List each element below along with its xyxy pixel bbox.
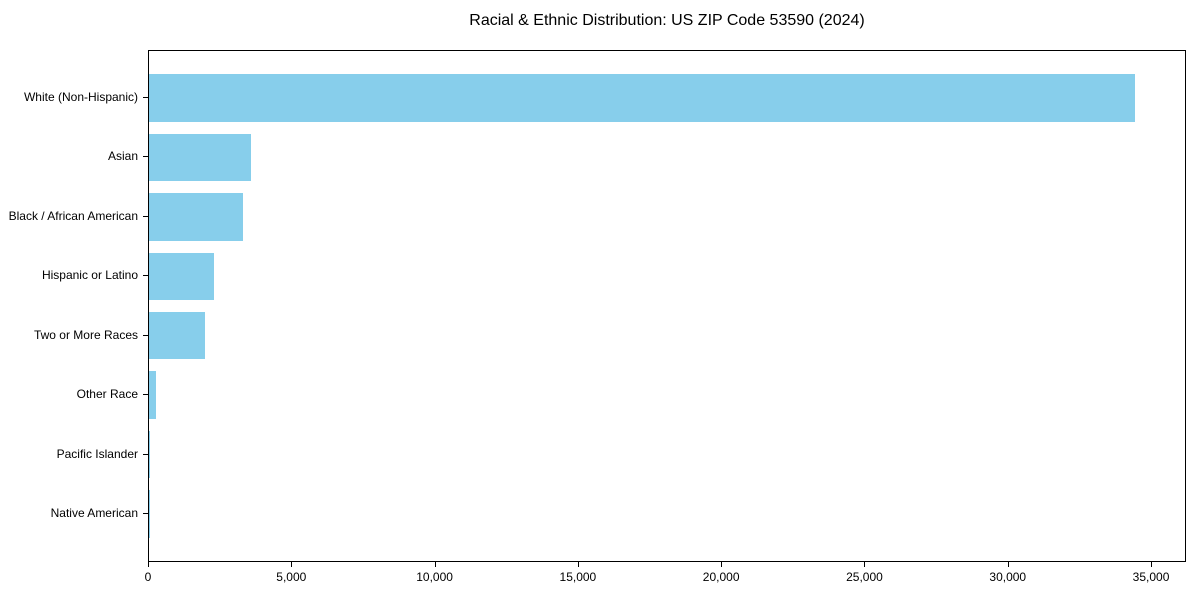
y-tick-label-other-race: Other Race <box>76 387 138 402</box>
bar-black-african-american <box>149 193 243 241</box>
y-tick-label-two-or-more-races: Two or More Races <box>33 327 138 342</box>
x-tick-mark <box>1007 562 1009 567</box>
y-tick-mark <box>143 334 148 336</box>
x-tick-label-25-000: 25,000 <box>846 570 883 584</box>
x-tick-label-15-000: 15,000 <box>559 570 597 584</box>
bar-pacific-islander <box>149 430 150 479</box>
y-tick-mark <box>143 96 148 98</box>
y-tick-mark <box>143 156 148 158</box>
plot-area <box>148 50 1186 562</box>
bar-white-non-hispanic <box>149 74 1135 122</box>
x-tick-mark <box>864 562 866 567</box>
bar-two-or-more-races <box>149 311 206 360</box>
y-tick-label-pacific-islander: Pacific Islander <box>56 446 138 461</box>
y-tick-label-hispanic-or-latino: Hispanic or Latino <box>41 268 138 283</box>
y-tick-mark <box>143 453 148 455</box>
y-tick-mark <box>143 394 148 396</box>
y-tick-label-white-non-hispanic: White (Non-Hispanic) <box>23 89 138 104</box>
x-tick-label-5-000: 5,000 <box>276 570 307 584</box>
x-tick-label-10-000: 10,000 <box>416 570 453 584</box>
x-tick-label-0: 0 <box>144 570 152 584</box>
x-tick-label-20-000: 20,000 <box>702 570 740 584</box>
y-tick-label-black-african-american: Black / African American <box>8 208 138 223</box>
x-tick-mark <box>1151 562 1153 567</box>
x-tick-mark <box>148 562 149 567</box>
bar-other-race <box>149 371 156 419</box>
x-tick-label-35-000: 35,000 <box>1132 570 1170 584</box>
x-tick-label-30-000: 30,000 <box>989 570 1027 584</box>
chart-title: Racial & Ethnic Distribution: US ZIP Cod… <box>469 12 865 29</box>
x-tick-mark <box>577 562 579 567</box>
x-tick-mark <box>721 562 723 567</box>
x-tick-mark <box>291 562 293 567</box>
y-tick-mark <box>143 215 148 217</box>
y-tick-label-asian: Asian <box>107 149 138 164</box>
y-tick-label-native-american: Native American <box>50 506 138 521</box>
bar-asian <box>149 133 252 182</box>
y-tick-mark <box>143 513 148 515</box>
x-tick-mark <box>434 562 436 567</box>
bar-hispanic-or-latino <box>149 252 215 301</box>
y-tick-mark <box>143 275 148 277</box>
